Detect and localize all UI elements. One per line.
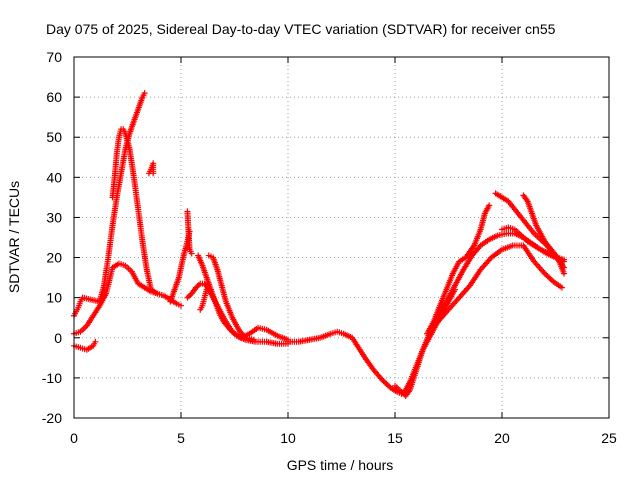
y-tick-label: 20: [46, 250, 62, 266]
x-tick-label: 10: [280, 430, 296, 446]
series-track-17: [520, 192, 568, 277]
x-tick-label: 0: [70, 430, 78, 446]
series-track-12: [285, 286, 458, 397]
data-point: [250, 336, 257, 343]
chart-title: Day 075 of 2025, Sidereal Day-to-day VTE…: [46, 21, 556, 37]
x-tick-label: 15: [387, 430, 403, 446]
data-point: [154, 290, 161, 297]
data-point: [203, 286, 210, 293]
series-track-3: [109, 126, 161, 297]
data-point: [92, 338, 99, 345]
y-tick-label: 50: [46, 129, 62, 145]
series-track-15: [434, 242, 565, 325]
data-layer: [71, 90, 568, 399]
grid-layer: [74, 57, 609, 418]
y-tick-label: -20: [42, 410, 62, 426]
series-track-7: [184, 208, 195, 257]
data-point: [150, 170, 157, 177]
series-track-18: [499, 224, 568, 265]
series-track-14: [424, 202, 493, 337]
x-tick-label: 5: [177, 430, 185, 446]
tick-layer: -20 -10 0 10 20 30 40 50 60 70 0 5 10 15 20 25: [42, 49, 617, 446]
x-tick-label: 20: [494, 430, 510, 446]
y-tick-label: 30: [46, 209, 62, 225]
x-tick-label: 25: [601, 430, 617, 446]
data-point: [561, 258, 568, 265]
y-tick-label: 10: [46, 290, 62, 306]
series-track-2: [71, 90, 148, 319]
y-tick-label: 70: [46, 49, 62, 65]
data-point: [188, 250, 195, 257]
x-axis-label: GPS time / hours: [287, 457, 394, 473]
data-point: [486, 202, 493, 209]
y-axis-label: SDTVAR / TECUs: [6, 181, 22, 293]
series-track-10: [205, 252, 257, 343]
data-point: [141, 90, 148, 97]
plot-frame: [73, 56, 610, 419]
y-tick-label: 40: [46, 169, 62, 185]
y-tick-label: -10: [42, 370, 62, 386]
series-track-9: [184, 280, 291, 343]
data-point: [178, 302, 184, 309]
y-tick-label: 0: [54, 330, 62, 346]
data-point: [558, 284, 565, 291]
data-point: [561, 270, 568, 277]
series-track-11: [197, 286, 210, 313]
series-track-13: [392, 230, 568, 399]
y-tick-label: 60: [46, 89, 62, 105]
series-track-4: [145, 160, 157, 177]
series-track-5: [71, 338, 99, 353]
